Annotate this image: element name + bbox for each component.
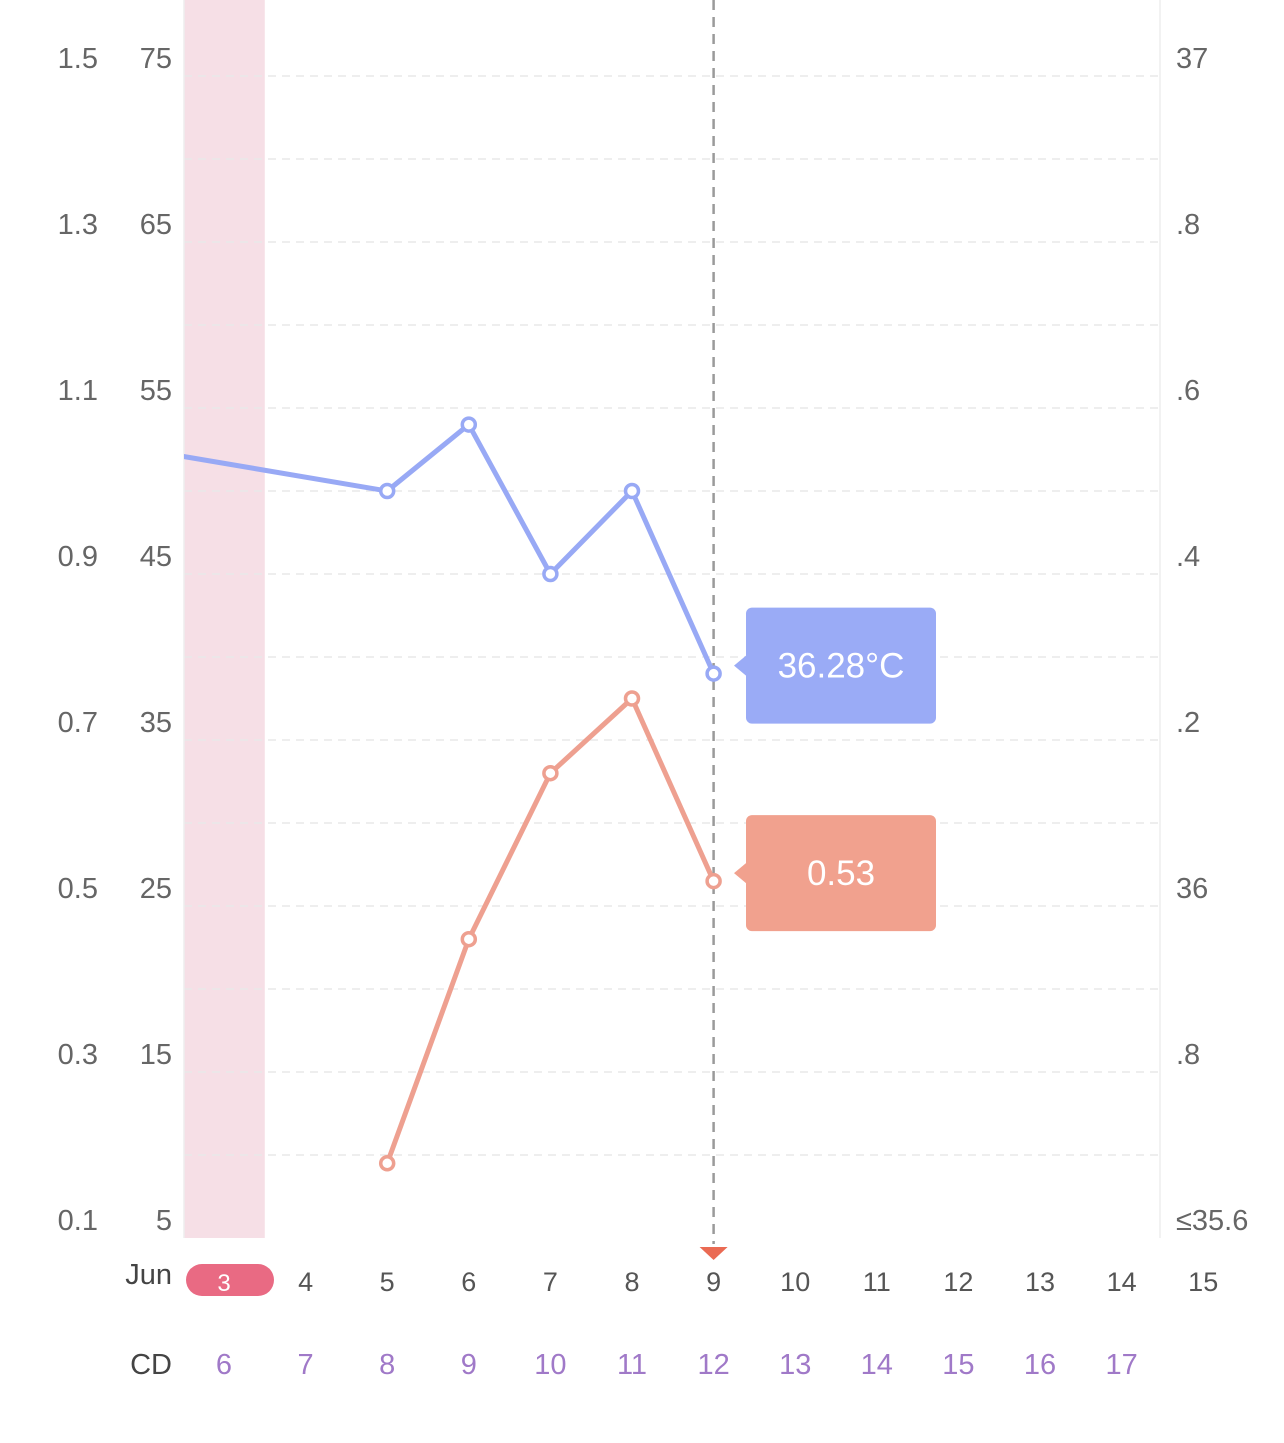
left-inner-tick-label: 45: [140, 541, 172, 573]
left-inner-tick-label: 55: [140, 375, 172, 407]
date-label[interactable]: 5: [380, 1267, 395, 1297]
temperature-line: [184, 422, 717, 677]
right-tick-label: .2: [1176, 707, 1200, 739]
temperature-point[interactable]: [542, 565, 559, 583]
highlight-date-badge[interactable]: [186, 1264, 274, 1296]
cycle-day-label: 11: [617, 1349, 647, 1381]
date-label[interactable]: 4: [298, 1267, 313, 1297]
period-band: [184, 0, 265, 1238]
cycle-day-label: 15: [942, 1349, 974, 1381]
date-label[interactable]: 15: [1188, 1267, 1218, 1297]
left-outer-tick-label: 0.9: [58, 541, 98, 573]
cycle-day-label: 6: [216, 1349, 232, 1381]
lh_ratio-point[interactable]: [623, 690, 641, 707]
temperature-point[interactable]: [378, 482, 396, 500]
right-tick-label: .4: [1176, 541, 1200, 573]
tooltip-lh_ratio: 0.53: [734, 815, 936, 932]
left-inner-tick-label: 25: [140, 873, 172, 905]
right-tick-label: .8: [1176, 1039, 1200, 1071]
cycle-day-label: 8: [379, 1349, 395, 1381]
right-tick-label: ≤35.6: [1176, 1205, 1248, 1237]
tooltip-box: [746, 607, 936, 724]
cycle-day-label: 10: [534, 1349, 566, 1381]
left-outer-tick-label: 1.5: [58, 43, 98, 75]
right-tick-label: .6: [1176, 375, 1200, 407]
temperature-point[interactable]: [705, 665, 722, 682]
date-label[interactable]: 14: [1107, 1267, 1137, 1297]
left-outer-tick-label: 1.3: [58, 209, 98, 241]
date-label[interactable]: 13: [1025, 1267, 1055, 1297]
lh_ratio-point[interactable]: [460, 930, 478, 948]
left-inner-tick-label: 15: [140, 1039, 172, 1071]
temperature-point[interactable]: [623, 482, 641, 500]
right-tick-label: 36: [1176, 873, 1208, 905]
lh_ratio-point[interactable]: [378, 1155, 396, 1172]
left-outer-tick-label: 0.5: [58, 873, 98, 905]
cycle-day-label: 17: [1105, 1349, 1137, 1381]
temperature-point[interactable]: [460, 416, 478, 433]
left-outer-tick-label: 1.1: [58, 375, 98, 407]
tooltip-value: 0.53: [807, 854, 875, 893]
cycle-day-label: 13: [779, 1349, 811, 1381]
cycle-day-label: 9: [461, 1349, 477, 1381]
tooltip-pointer: [734, 863, 746, 884]
date-label[interactable]: 6: [461, 1267, 476, 1297]
cycle-row-label: CD: [130, 1349, 172, 1381]
date-label[interactable]: 7: [543, 1267, 558, 1297]
date-label[interactable]: 8: [624, 1267, 639, 1297]
tooltip-box: [746, 815, 936, 932]
selected-date-marker: [699, 1247, 728, 1260]
left-inner-tick-label: 75: [140, 43, 172, 75]
left-outer-tick-label: 0.1: [58, 1205, 98, 1237]
date-label[interactable]: 10: [780, 1267, 810, 1297]
date-label[interactable]: 12: [943, 1267, 973, 1297]
cycle-day-label: 16: [1024, 1349, 1056, 1381]
left-outer-tick-label: 0.7: [58, 707, 98, 739]
cycle-day-label: 7: [298, 1349, 314, 1381]
date-label[interactable]: 9: [706, 1267, 721, 1297]
tooltip-pointer: [734, 655, 746, 676]
tooltip-temperature: 36.28°C: [734, 607, 936, 724]
cycle-day-label: 14: [861, 1349, 893, 1381]
left-inner-tick-label: 5: [156, 1205, 172, 1237]
right-tick-label: .8: [1176, 209, 1200, 241]
lh_ratio-point[interactable]: [542, 764, 559, 782]
cycle-day-label: 12: [697, 1349, 729, 1381]
left-inner-tick-label: 35: [140, 707, 172, 739]
lh_ratio-point[interactable]: [705, 872, 722, 890]
left-inner-tick-label: 65: [140, 209, 172, 241]
tooltip-value: 36.28°C: [778, 647, 905, 686]
date-label[interactable]: 3: [217, 1270, 230, 1297]
left-outer-tick-label: 0.3: [58, 1039, 98, 1071]
right-tick-label: 37: [1176, 43, 1208, 75]
date-label[interactable]: 11: [863, 1267, 891, 1297]
month-label: Jun: [125, 1259, 172, 1291]
